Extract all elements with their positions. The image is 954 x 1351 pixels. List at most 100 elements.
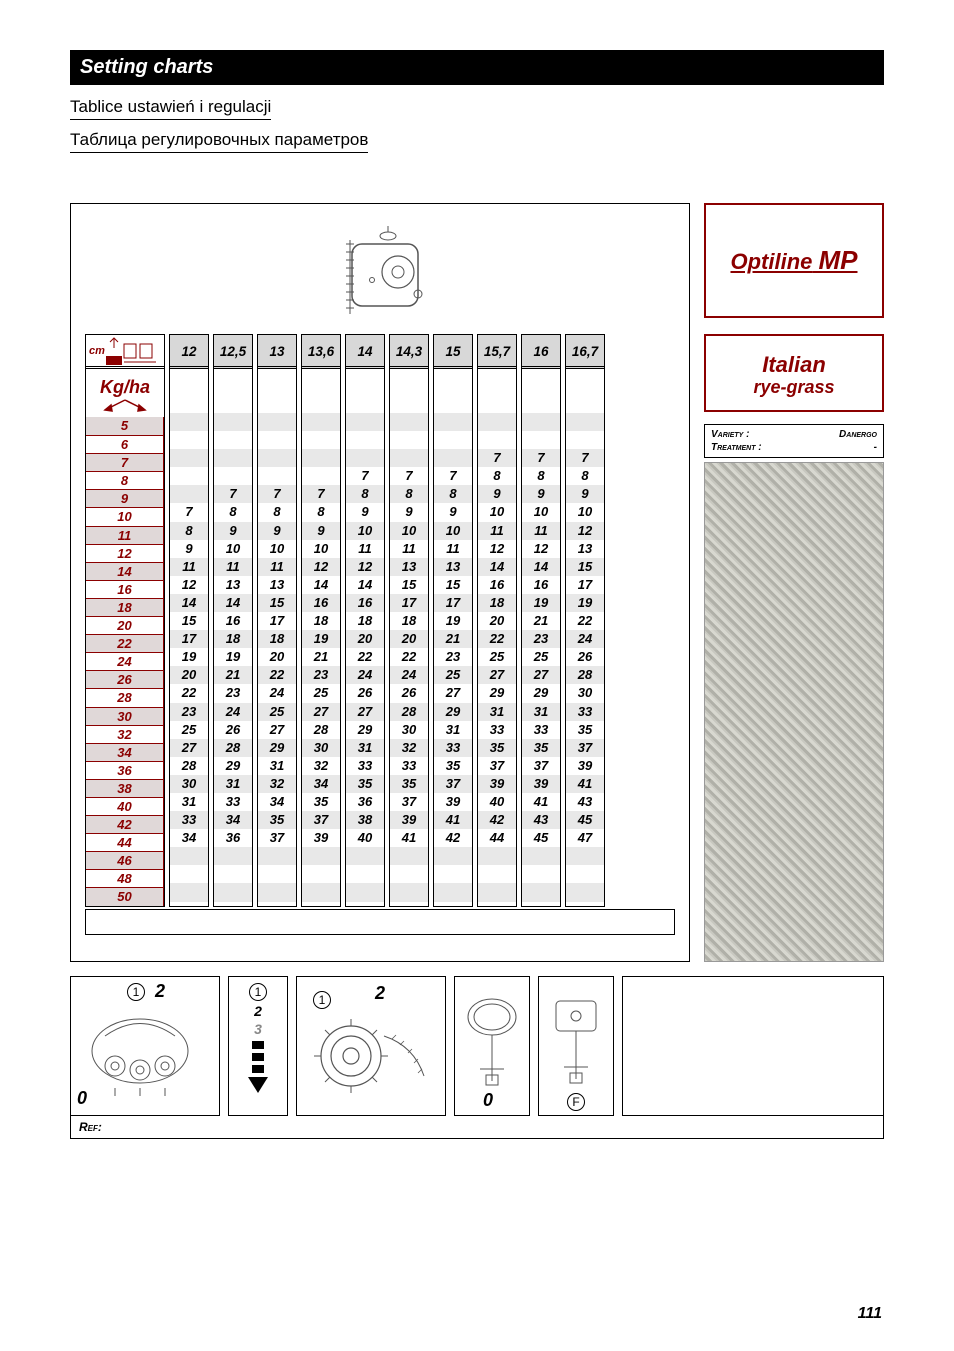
data-cell: 35 (302, 793, 340, 811)
data-cell: 16 (302, 594, 340, 612)
panel2-arrow-icon (246, 1039, 270, 1099)
kg-cell: 50 (86, 887, 164, 905)
data-cell: 23 (434, 648, 472, 666)
data-cell (478, 865, 516, 883)
data-cell: 22 (478, 630, 516, 648)
data-cell: 29 (258, 739, 296, 757)
panel2-n1: 1 (249, 983, 267, 1001)
data-column: 1578910111315171921232527293133353739414… (433, 334, 473, 907)
data-cell: 20 (390, 630, 428, 648)
kg-cell: 7 (86, 453, 164, 471)
data-cell: 30 (390, 721, 428, 739)
column-header: 14 (346, 335, 384, 369)
data-cell: 42 (434, 829, 472, 847)
kg-column: cm Kg/ha (85, 334, 165, 907)
data-cell (258, 431, 296, 449)
variety-box: Variety : Danergo Treatment : - (704, 424, 884, 458)
data-cell: 43 (522, 811, 560, 829)
data-cell: 10 (522, 503, 560, 521)
data-cell (170, 449, 208, 467)
crop-line2: rye-grass (710, 377, 878, 398)
data-cell: 39 (434, 793, 472, 811)
data-cell: 37 (478, 757, 516, 775)
data-cell: 25 (478, 648, 516, 666)
data-cell (170, 431, 208, 449)
data-cell: 10 (258, 540, 296, 558)
column-header: 13 (258, 335, 296, 369)
data-cell (302, 865, 340, 883)
data-cell: 8 (170, 522, 208, 540)
side-column: Optiline MP Italian rye-grass Variety : … (704, 203, 884, 962)
data-cell: 23 (522, 630, 560, 648)
data-cell (566, 865, 604, 883)
panel5-illustration (546, 991, 606, 1101)
data-cell: 7 (566, 449, 604, 467)
data-cell: 8 (522, 467, 560, 485)
data-column: 1278911121415171920222325272830313334 (169, 334, 209, 907)
data-cell: 21 (434, 630, 472, 648)
data-cell: 41 (390, 829, 428, 847)
data-cell: 35 (346, 775, 384, 793)
kg-cell: 46 (86, 851, 164, 869)
data-cell: 42 (478, 811, 516, 829)
panel1-illustration (85, 996, 205, 1096)
data-cell: 39 (522, 775, 560, 793)
data-cell (522, 847, 560, 865)
data-cell: 8 (390, 485, 428, 503)
data-column: 137891011131517182022242527293132343537 (257, 334, 297, 907)
data-cell: 9 (522, 485, 560, 503)
data-cell (566, 883, 604, 901)
data-cell: 37 (434, 775, 472, 793)
data-cell: 30 (566, 684, 604, 702)
data-cell: 45 (566, 811, 604, 829)
data-cell (346, 865, 384, 883)
data-cell: 10 (390, 522, 428, 540)
data-cell: 19 (302, 630, 340, 648)
data-cell: 29 (214, 757, 252, 775)
data-cell: 11 (214, 558, 252, 576)
bottom-panel-6 (622, 976, 884, 1116)
data-cell: 8 (214, 503, 252, 521)
data-cell (346, 883, 384, 901)
panel2-n3: 3 (254, 1021, 262, 1037)
data-cell: 25 (302, 684, 340, 702)
data-cell: 27 (346, 703, 384, 721)
variety-value: Danergo (839, 429, 877, 440)
data-column: 12,5789101113141618192123242628293133343… (213, 334, 253, 907)
data-cell: 7 (434, 467, 472, 485)
data-cell: 31 (170, 793, 208, 811)
data-cell (214, 883, 252, 901)
data-cell: 18 (214, 630, 252, 648)
data-cell: 33 (478, 721, 516, 739)
kg-cell: 32 (86, 725, 164, 743)
data-cell: 7 (214, 485, 252, 503)
data-cell: 17 (170, 630, 208, 648)
column-header: 12 (170, 335, 208, 369)
data-cell: 10 (566, 503, 604, 521)
data-cell: 40 (478, 793, 516, 811)
data-cell: 33 (566, 703, 604, 721)
data-cell: 9 (390, 503, 428, 521)
column-header: 12,5 (214, 335, 252, 369)
data-cell: 24 (566, 630, 604, 648)
data-cell: 35 (258, 811, 296, 829)
data-cell: 11 (478, 522, 516, 540)
data-cell: 11 (170, 558, 208, 576)
data-cell: 33 (522, 721, 560, 739)
data-column: 1678910111214161921232527293133353739414… (521, 334, 561, 907)
data-cell: 19 (214, 648, 252, 666)
data-cell: 14 (478, 558, 516, 576)
kg-cell: 38 (86, 779, 164, 797)
brand-line2: MP (819, 245, 858, 275)
data-cell (434, 449, 472, 467)
data-cell: 35 (522, 739, 560, 757)
data-cell: 19 (170, 648, 208, 666)
data-cell: 35 (478, 739, 516, 757)
data-cell: 39 (566, 757, 604, 775)
data-cell (258, 413, 296, 431)
data-cell (346, 431, 384, 449)
data-cell: 20 (478, 612, 516, 630)
data-cell: 11 (434, 540, 472, 558)
kg-cell: 28 (86, 688, 164, 706)
data-cell (214, 431, 252, 449)
